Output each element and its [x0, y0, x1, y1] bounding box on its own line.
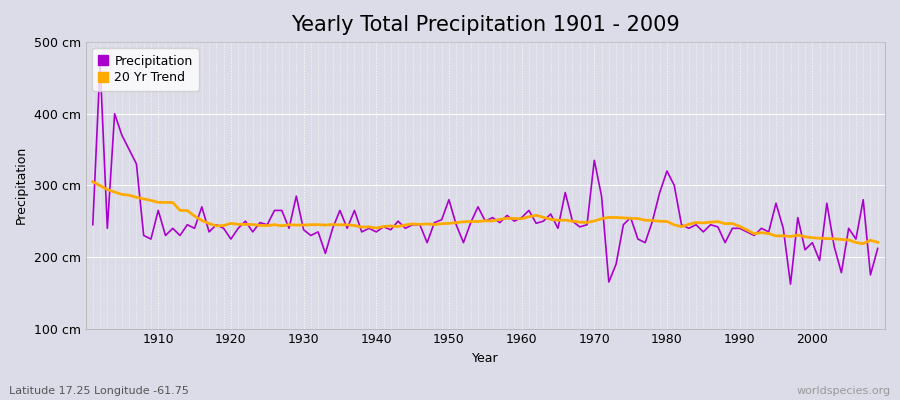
Y-axis label: Precipitation: Precipitation: [15, 146, 28, 224]
20 Yr Trend: [603, 215, 614, 220]
Text: Latitude 17.25 Longitude -61.75: Latitude 17.25 Longitude -61.75: [9, 386, 189, 396]
Precipitation: [312, 230, 323, 234]
Precipitation: [785, 282, 796, 286]
Precipitation: [611, 262, 622, 266]
Line: 20 Yr Trend: 20 Yr Trend: [93, 182, 878, 244]
Precipitation: [517, 215, 527, 220]
20 Yr Trend: [517, 216, 527, 221]
Precipitation: [356, 230, 367, 234]
20 Yr Trend: [349, 223, 360, 228]
Precipitation: [524, 208, 535, 213]
Text: worldspecies.org: worldspecies.org: [796, 386, 891, 396]
Line: Precipitation: Precipitation: [93, 64, 878, 284]
20 Yr Trend: [87, 179, 98, 184]
Precipitation: [872, 246, 883, 251]
20 Yr Trend: [872, 240, 883, 245]
20 Yr Trend: [305, 222, 316, 227]
20 Yr Trend: [508, 216, 519, 221]
Legend: Precipitation, 20 Yr Trend: Precipitation, 20 Yr Trend: [92, 48, 199, 91]
20 Yr Trend: [858, 241, 868, 246]
Precipitation: [153, 208, 164, 213]
Precipitation: [94, 61, 105, 66]
Precipitation: [87, 222, 98, 227]
X-axis label: Year: Year: [472, 352, 499, 365]
Title: Yearly Total Precipitation 1901 - 2009: Yearly Total Precipitation 1901 - 2009: [291, 15, 680, 35]
20 Yr Trend: [146, 198, 157, 203]
